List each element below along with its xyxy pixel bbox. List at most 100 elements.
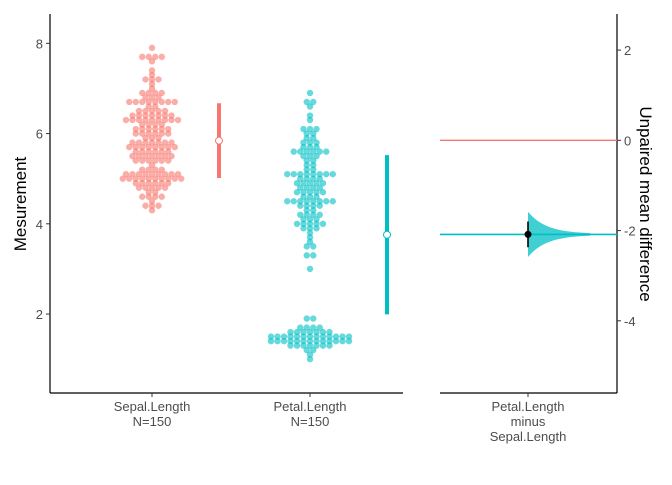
data-point <box>158 98 165 106</box>
data-point <box>310 252 317 259</box>
data-point <box>306 216 314 223</box>
data-point <box>168 139 175 146</box>
data-point <box>287 337 294 345</box>
data-point <box>145 98 152 106</box>
data-point <box>316 211 323 218</box>
data-point <box>139 143 146 151</box>
data-point <box>171 175 178 182</box>
data-point <box>313 139 320 146</box>
data-point <box>319 342 327 349</box>
data-point <box>313 337 320 345</box>
data-point <box>171 98 178 106</box>
data-point <box>297 184 304 191</box>
y-axis-label-left: Mesurement <box>11 156 30 251</box>
data-point <box>306 139 314 146</box>
data-point <box>284 198 291 205</box>
data-point <box>152 189 159 196</box>
data-point <box>135 170 143 178</box>
x-label-delta-1: Petal.Length <box>491 399 564 414</box>
data-point <box>319 189 327 196</box>
data-point <box>158 166 165 173</box>
data-point <box>145 193 152 200</box>
y-tick-label: 2 <box>36 307 43 322</box>
data-point <box>132 98 139 106</box>
data-point <box>300 125 307 133</box>
data-point <box>313 193 320 200</box>
data-point <box>319 179 327 187</box>
data-point <box>142 116 149 124</box>
data-point <box>142 107 149 115</box>
data-point <box>174 170 182 178</box>
data-point <box>132 157 139 164</box>
data-point <box>313 328 320 336</box>
data-point <box>319 337 327 345</box>
data-point <box>132 143 139 151</box>
data-point <box>310 157 317 164</box>
swarm-points <box>119 44 353 363</box>
data-point <box>139 125 146 133</box>
data-point <box>152 103 159 110</box>
y-tick-label: 8 <box>36 36 43 51</box>
data-point <box>135 112 143 119</box>
data-point <box>152 193 159 200</box>
data-point <box>142 202 149 209</box>
data-point <box>168 152 175 160</box>
data-point <box>139 130 146 137</box>
data-point <box>155 94 162 101</box>
data-point <box>152 121 159 128</box>
data-point <box>280 337 288 345</box>
x-label-sepal: Sepal.Length <box>114 399 191 414</box>
data-point <box>145 121 152 128</box>
data-point <box>310 315 317 322</box>
data-point <box>158 53 165 61</box>
data-point <box>174 116 182 124</box>
data-point <box>310 202 317 209</box>
data-point <box>306 229 314 237</box>
data-point <box>139 193 146 200</box>
data-point <box>297 202 304 209</box>
data-point <box>306 152 314 160</box>
data-point <box>306 112 314 119</box>
data-point <box>306 125 314 133</box>
y-tick-label: 0 <box>624 133 631 148</box>
data-point <box>155 76 162 83</box>
data-point <box>145 143 152 151</box>
data-point <box>297 324 304 331</box>
data-point <box>306 333 314 340</box>
data-point <box>142 134 149 142</box>
data-point <box>319 328 327 336</box>
data-point <box>145 189 152 196</box>
data-point <box>142 94 149 101</box>
data-point <box>306 225 314 232</box>
data-point <box>145 130 152 137</box>
data-point <box>306 351 314 358</box>
data-point <box>152 89 159 97</box>
data-point <box>310 324 317 331</box>
data-point <box>161 139 169 146</box>
data-point <box>152 157 159 164</box>
data-point <box>135 116 143 124</box>
data-point <box>148 116 156 124</box>
data-point <box>165 179 172 187</box>
data-point <box>161 170 169 178</box>
data-point <box>310 211 317 218</box>
data-point <box>165 125 172 133</box>
data-point <box>310 148 317 155</box>
data-point <box>155 139 162 146</box>
data-point <box>155 170 162 178</box>
data-point <box>161 112 169 119</box>
data-point <box>161 184 169 191</box>
data-point <box>290 170 297 178</box>
data-point <box>316 184 323 191</box>
data-point <box>310 207 317 214</box>
data-point <box>316 202 323 209</box>
data-point <box>158 121 165 128</box>
data-point <box>313 179 320 187</box>
data-point <box>148 76 156 83</box>
data-point <box>165 148 172 155</box>
data-point <box>148 58 156 65</box>
data-point <box>158 125 165 133</box>
data-point <box>165 175 172 182</box>
data-point <box>297 211 304 218</box>
bootstrap-distribution <box>528 211 590 258</box>
